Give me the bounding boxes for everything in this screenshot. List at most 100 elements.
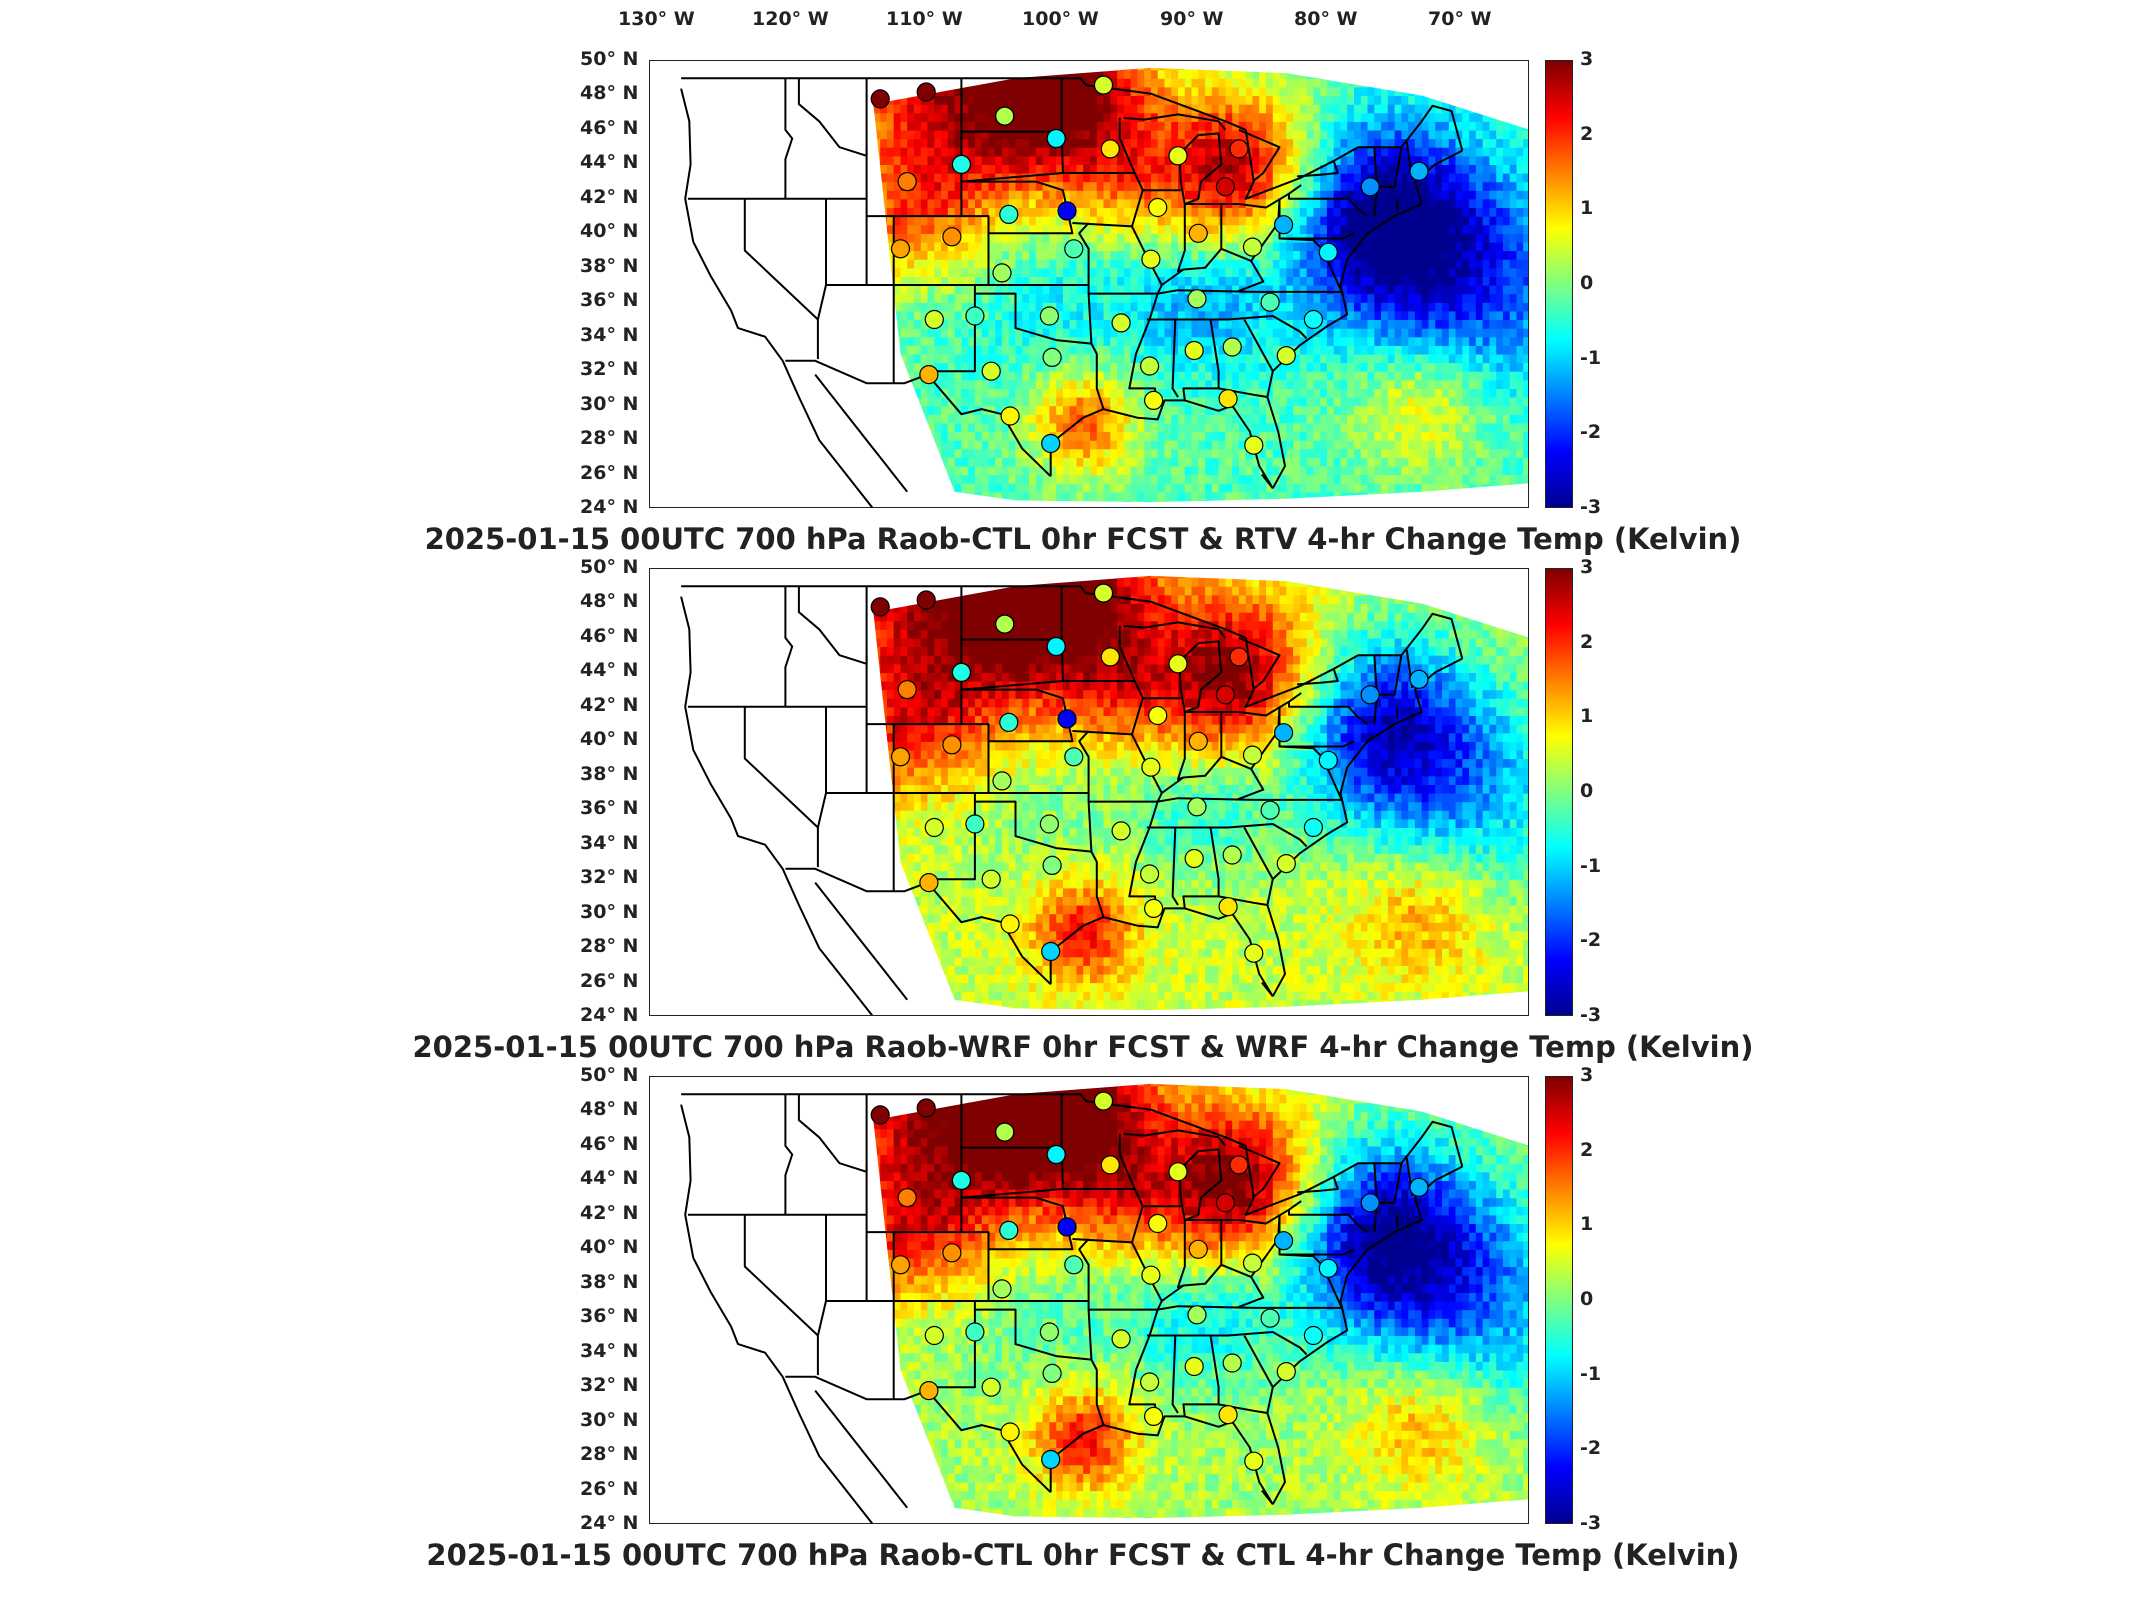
field-cell: [974, 457, 983, 467]
field-cell: [1117, 448, 1125, 458]
field-cell: [1029, 457, 1037, 467]
field-cell: [765, 96, 772, 105]
map-svg: [657, 67, 1528, 507]
field-cell: [1211, 241, 1220, 252]
field-cell: [1238, 457, 1247, 467]
field-cell: [1225, 414, 1233, 424]
field-cell: [1238, 224, 1247, 234]
field-cell: [752, 87, 759, 96]
field-cell: [1144, 129, 1152, 140]
field-cell: [1184, 362, 1193, 372]
field-cell: [664, 311, 671, 320]
field-cell: [914, 500, 922, 503]
field-cell: [1150, 336, 1159, 346]
field-cell: [826, 371, 833, 380]
field-cell: [1002, 259, 1010, 269]
field-cell: [1117, 155, 1125, 165]
field-cell: [1008, 293, 1017, 303]
field-cell: [657, 345, 664, 354]
field-cell: [860, 345, 867, 354]
field-cell: [799, 380, 806, 389]
field-cell: [697, 483, 704, 492]
field-cell: [684, 276, 691, 285]
field-cell: [725, 139, 732, 148]
field-cell: [893, 491, 902, 501]
field-cell: [1184, 422, 1193, 432]
field-cell: [1137, 259, 1145, 269]
field-cell: [1042, 233, 1050, 243]
field-cell: [1062, 371, 1071, 381]
field-cell: [752, 449, 759, 458]
field-cell: [1184, 190, 1193, 200]
field-cell: [765, 449, 772, 458]
field-cell: [1144, 302, 1152, 312]
field-cell: [704, 78, 711, 87]
field-cell: [995, 328, 1003, 338]
field-cell: [785, 96, 792, 105]
field-cell: [677, 380, 684, 389]
field-cell: [1259, 405, 1267, 415]
field-cell: [813, 130, 820, 139]
field-cell: [1049, 198, 1057, 208]
field-cell: [853, 242, 860, 251]
field-cell: [1137, 293, 1145, 303]
field-cell: [1259, 414, 1267, 424]
field-cell: [1076, 414, 1084, 424]
field-cell: [1266, 181, 1274, 191]
field-cell: [1130, 448, 1138, 458]
field-cell: [1103, 95, 1111, 105]
field-cell: [941, 491, 949, 501]
field-cell: [1110, 95, 1118, 105]
field-cell: [697, 156, 704, 165]
field-cell: [893, 95, 902, 105]
field-cell: [1090, 388, 1098, 398]
field-cell: [1042, 121, 1050, 131]
field-cell: [1117, 233, 1125, 243]
field-cell: [1164, 207, 1172, 217]
field-cell: [806, 371, 813, 380]
field-cell: [1164, 138, 1172, 148]
field-cell: [954, 491, 962, 501]
field-cell: [941, 302, 949, 312]
field-cell: [725, 259, 732, 268]
field-cell: [1062, 362, 1071, 372]
field-cell: [1029, 353, 1037, 364]
field-cell: [880, 362, 888, 372]
field-cell: [664, 406, 671, 415]
field-cell: [691, 259, 698, 268]
field-cell: [974, 267, 983, 277]
field-cell: [1096, 138, 1105, 148]
field-cell: [974, 155, 983, 165]
field-cell: [1286, 267, 1294, 277]
field-cell: [853, 199, 860, 208]
field-cell: [1211, 422, 1220, 432]
field-cell: [819, 328, 826, 337]
field-cell: [1137, 129, 1145, 140]
field-cell: [1245, 422, 1254, 432]
field-cell: [840, 164, 847, 173]
field-cell: [1211, 104, 1220, 114]
field-cell: [1225, 431, 1233, 441]
field-cell: [657, 78, 664, 87]
field-cell: [1184, 457, 1193, 467]
field-cell: [840, 233, 847, 242]
field-cell: [1042, 104, 1050, 114]
field-cell: [691, 147, 698, 156]
field-cell: [657, 70, 664, 79]
field-cell: [1205, 319, 1213, 329]
field-cell: [718, 311, 725, 320]
lat-label: 44° N: [580, 151, 638, 173]
field-cell: [873, 328, 874, 338]
field-cell: [907, 388, 915, 398]
field-cell: [840, 457, 847, 466]
field-cell: [826, 406, 833, 415]
field-cell: [880, 224, 888, 234]
field-cell: [920, 491, 929, 501]
field-cell: [1022, 86, 1030, 96]
field-cell: [691, 466, 698, 475]
field-cell: [1266, 483, 1274, 493]
field-cell: [846, 449, 853, 458]
field-cell: [920, 405, 929, 415]
field-cell: [813, 121, 820, 130]
field-cell: [758, 440, 765, 449]
